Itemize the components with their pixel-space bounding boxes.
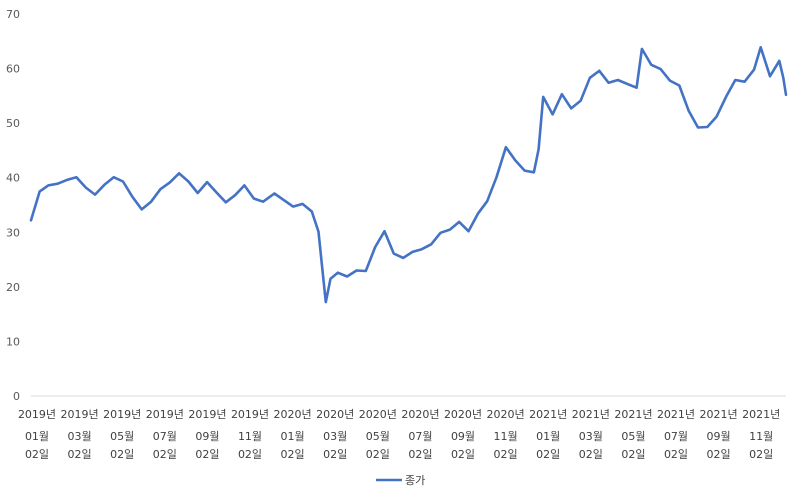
y-axis-tick-labels: 0 10 20 30 40 50 60 70 [6,8,20,403]
x-tick-label: 2021년 03월 02일 [572,408,610,461]
y-tick-label: 50 [6,117,20,130]
x-tick-label-line: 2021년 [529,408,567,421]
x-tick-label-line: 02일 [323,447,347,461]
x-tick-label-line: 2020년 [359,408,397,421]
x-tick-label-line: 03월 [579,430,603,443]
x-tick-label-line: 2019년 [188,408,226,421]
x-tick-label: 2019년 09월 02일 [188,408,226,461]
x-tick-label: 2019년 01월 02일 [18,408,56,461]
series-line-closing-price [29,46,788,304]
x-tick-label: 2019년 11월 02일 [231,408,269,461]
x-tick-label-line: 02일 [281,447,305,461]
x-tick-label-line: 05월 [366,430,390,443]
x-tick-label-line: 01월 [281,430,305,443]
x-tick-label-line: 2020년 [401,408,439,421]
y-tick-label: 60 [6,63,20,76]
x-tick-label-line: 09월 [195,430,219,443]
x-tick-label-line: 11월 [238,430,262,443]
x-tick-label-line: 11월 [749,430,773,443]
x-tick-label-line: 02일 [707,447,731,461]
x-tick-label-line: 2021년 [657,408,695,421]
x-tick-label: 2019년 05월 02일 [103,408,141,461]
x-tick-label-line: 2019년 [103,408,141,421]
x-tick-label-line: 2021년 [700,408,738,421]
x-tick-label: 2020년 07월 02일 [401,408,439,461]
x-tick-label-line: 02일 [110,447,134,461]
x-tick-label-line: 02일 [25,447,49,461]
x-tick-label-line: 03월 [323,430,347,443]
x-tick-label-line: 2020년 [487,408,525,421]
series-layer [29,46,788,304]
y-tick-label: 30 [6,226,20,239]
x-tick-label: 2020년 09월 02일 [444,408,482,461]
x-tick-label-line: 07월 [408,430,432,443]
x-tick-label-line: 02일 [536,447,560,461]
x-tick-label-line: 02일 [68,447,92,461]
x-tick-label-line: 05월 [110,430,134,443]
x-tick-label-line: 2020년 [316,408,354,421]
x-tick-label-line: 2021년 [572,408,610,421]
x-tick-label: 2020년 05월 02일 [359,408,397,461]
x-tick-label: 2021년 11월 02일 [742,408,780,461]
x-tick-label-line: 01월 [536,430,560,443]
y-tick-label: 70 [6,8,20,21]
x-tick-label-line: 02일 [195,447,219,461]
x-tick-label-line: 02일 [408,447,432,461]
y-tick-label: 20 [6,281,20,294]
x-tick-label: 2020년 01월 02일 [274,408,312,461]
x-tick-label-line: 09월 [707,430,731,443]
x-tick-label-line: 11월 [494,430,518,443]
x-tick-label-line: 2021년 [614,408,652,421]
x-tick-label: 2021년 05월 02일 [614,408,652,461]
x-tick-label-line: 02일 [451,447,475,461]
x-tick-label-line: 2019년 [18,408,56,421]
x-tick-label-line: 02일 [153,447,177,461]
x-tick-label-line: 2019년 [231,408,269,421]
x-tick-label-line: 09월 [451,430,475,443]
x-tick-label: 2021년 07월 02일 [657,408,695,461]
x-tick-label-line: 02일 [366,447,390,461]
x-tick-label-line: 07월 [153,430,177,443]
x-tick-label-line: 2021년 [742,408,780,421]
x-tick-label: 2021년 01월 02일 [529,408,567,461]
x-tick-label-line: 01월 [25,430,49,443]
y-tick-label: 40 [6,172,20,185]
x-tick-label: 2021년 09월 02일 [700,408,738,461]
x-tick-label: 2020년 03월 02일 [316,408,354,461]
x-tick-label-line: 02일 [621,447,645,461]
x-tick-label-line: 2019년 [146,408,184,421]
legend-label-closing-price: 종가 [405,474,425,487]
x-tick-label-line: 2019년 [61,408,99,421]
y-tick-label: 0 [13,390,20,403]
x-tick-label-line: 07월 [664,430,688,443]
x-tick-label-line: 2020년 [274,408,312,421]
y-tick-label: 10 [6,335,20,348]
x-tick-label-line: 05월 [621,430,645,443]
x-tick-label: 2020년 11월 02일 [487,408,525,461]
x-tick-label: 2019년 03월 02일 [61,408,99,461]
x-tick-label: 2019년 07월 02일 [146,408,184,461]
x-tick-label-line: 2020년 [444,408,482,421]
x-axis-tick-labels: 2019년 01월 02일 2019년 03월 02일 2019년 05월 02일 2019년 07… [18,408,780,461]
x-tick-label-line: 02일 [749,447,773,461]
legend: 종가 [376,474,425,487]
x-tick-label-line: 02일 [238,447,262,461]
x-tick-label-line: 03월 [68,430,92,443]
x-tick-label-line: 02일 [579,447,603,461]
x-tick-label-line: 02일 [494,447,518,461]
x-tick-label-line: 02일 [664,447,688,461]
